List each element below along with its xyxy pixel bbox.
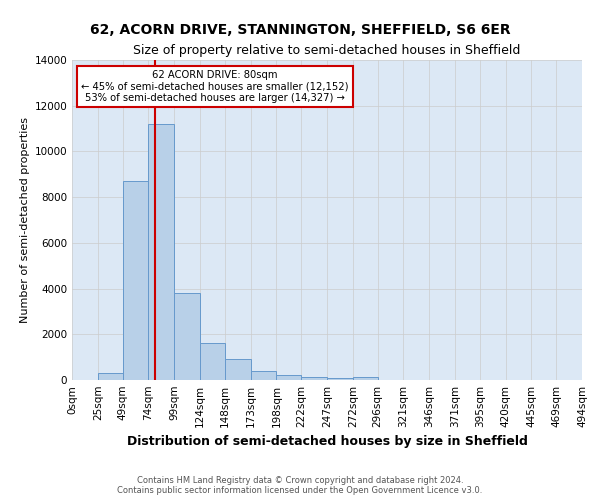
X-axis label: Distribution of semi-detached houses by size in Sheffield: Distribution of semi-detached houses by … xyxy=(127,436,527,448)
Text: Contains HM Land Registry data © Crown copyright and database right 2024.
Contai: Contains HM Land Registry data © Crown c… xyxy=(118,476,482,495)
Bar xyxy=(353,377,377,380)
Text: 62, ACORN DRIVE, STANNINGTON, SHEFFIELD, S6 6ER: 62, ACORN DRIVE, STANNINGTON, SHEFFIELD,… xyxy=(89,22,511,36)
Bar xyxy=(98,373,122,380)
Title: Size of property relative to semi-detached houses in Sheffield: Size of property relative to semi-detach… xyxy=(133,44,521,58)
Text: 62 ACORN DRIVE: 80sqm
← 45% of semi-detached houses are smaller (12,152)
53% of : 62 ACORN DRIVE: 80sqm ← 45% of semi-deta… xyxy=(81,70,349,103)
Bar xyxy=(174,293,200,380)
Y-axis label: Number of semi-detached properties: Number of semi-detached properties xyxy=(20,117,30,323)
Bar xyxy=(327,378,353,380)
Bar xyxy=(251,372,277,380)
Bar xyxy=(122,181,148,380)
Bar xyxy=(148,124,174,380)
Bar xyxy=(301,377,327,380)
Bar xyxy=(277,376,301,380)
Bar xyxy=(225,360,251,380)
Bar xyxy=(200,344,225,380)
